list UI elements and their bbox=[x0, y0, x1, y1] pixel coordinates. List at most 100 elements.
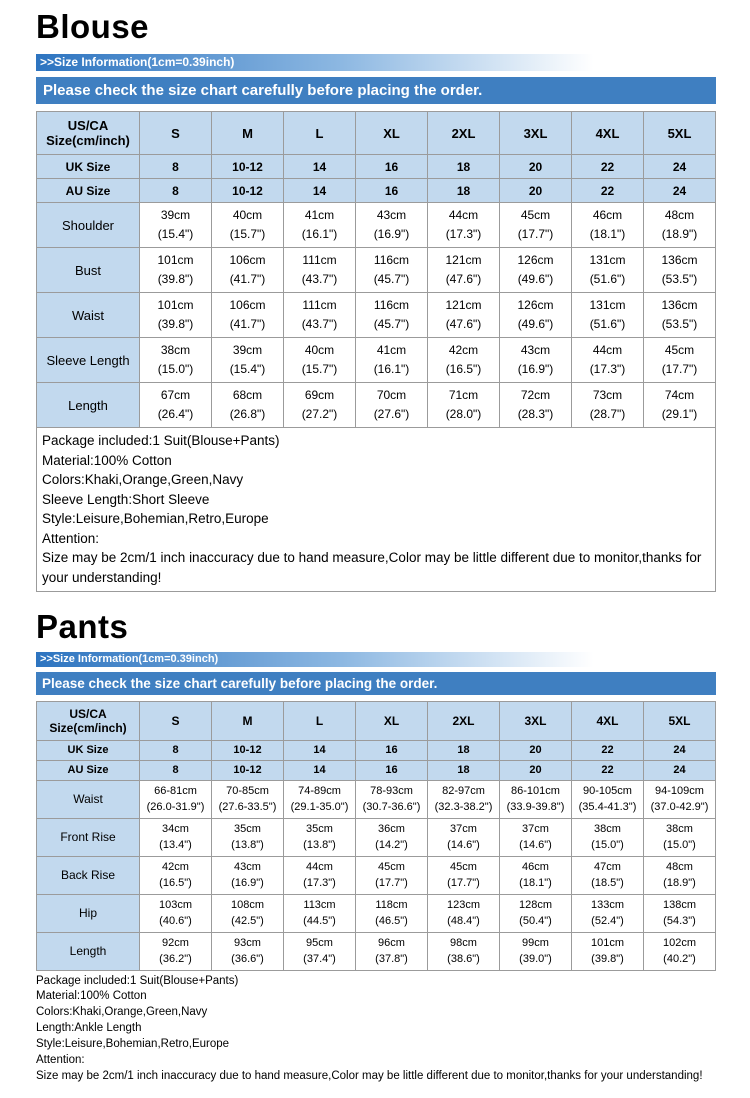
measurement-cell: 74cm (29.1") bbox=[643, 382, 716, 428]
measurement-cell: 96cm (37.8") bbox=[355, 931, 428, 971]
measurement-cell: 98cm (38.6") bbox=[427, 931, 500, 971]
size-column-header: L bbox=[283, 700, 356, 741]
row-label: Hip bbox=[36, 893, 140, 933]
measurement-cell: 106cm (41.7") bbox=[211, 292, 284, 338]
measurement-cell: 48cm (18.9") bbox=[643, 855, 716, 895]
row-label: Length bbox=[36, 382, 140, 428]
measurement-cell: 82-97cm (32.3-38.2") bbox=[427, 779, 500, 819]
measurement-cell: 126cm (49.6") bbox=[499, 247, 572, 293]
detail-line: Attention: bbox=[36, 1053, 85, 1066]
row-label: Length bbox=[36, 931, 140, 971]
detail-line: Material:100% Cotton bbox=[36, 990, 147, 1003]
row-label: Sleeve Length bbox=[36, 337, 140, 383]
measurement-row: Hip 103cm (40.6") 108cm (42.5") 113cm (44.5") 1… bbox=[36, 893, 716, 933]
measurement-cell: 46cm (18.1") bbox=[571, 202, 644, 248]
section-title-blouse: Blouse bbox=[36, 8, 150, 45]
size-column-header: 5XL bbox=[643, 700, 716, 741]
size-conversion-row: UK Size 8 10-12 14 16 18 20 22 24 bbox=[36, 154, 716, 179]
size-value-cell: 10-12 bbox=[211, 178, 284, 203]
size-value-cell: 16 bbox=[355, 178, 428, 203]
measurement-cell: 101cm (39.8") bbox=[139, 247, 212, 293]
measurement-cell: 70-85cm (27.6-33.5") bbox=[211, 779, 284, 819]
measurement-cell: 86-101cm (33.9-39.8") bbox=[499, 779, 572, 819]
size-value-cell: 18 bbox=[427, 178, 500, 203]
measurement-cell: 106cm (41.7") bbox=[211, 247, 284, 293]
measurement-cell: 43cm (16.9") bbox=[211, 855, 284, 895]
measurement-cell: 43cm (16.9") bbox=[355, 202, 428, 248]
measurement-cell: 102cm (40.2") bbox=[643, 931, 716, 971]
size-value-cell: 22 bbox=[571, 759, 644, 781]
detail-line: Sleeve Length:Short Sleeve bbox=[42, 491, 210, 507]
size-value-cell: 24 bbox=[643, 154, 716, 179]
measurement-cell: 74-89cm (29.1-35.0") bbox=[283, 779, 356, 819]
measurement-cell: 111cm (43.7") bbox=[283, 247, 356, 293]
size-column-header: XL bbox=[355, 700, 428, 741]
measurement-cell: 131cm (51.6") bbox=[571, 292, 644, 338]
measurement-cell: 136cm (53.5") bbox=[643, 247, 716, 293]
measurement-cell: 36cm (14.2") bbox=[355, 817, 428, 857]
size-value-cell: 14 bbox=[283, 154, 356, 179]
measurement-row: Front Rise 34cm (13.4") 35cm (13.8") 35cm (13.… bbox=[36, 817, 716, 857]
size-value-cell: 16 bbox=[355, 739, 428, 761]
size-column-header: S bbox=[139, 111, 212, 155]
size-conversion-row: UK Size 8 10-12 14 16 18 20 22 24 bbox=[36, 739, 716, 761]
size-value-cell: 14 bbox=[283, 759, 356, 781]
measurement-cell: 42cm (16.5") bbox=[139, 855, 212, 895]
detail-line: Size may be 2cm/1 inch inaccuracy due to… bbox=[42, 550, 702, 585]
measurement-cell: 46cm (18.1") bbox=[499, 855, 572, 895]
measurement-row: Sleeve Length 38cm (15.0") 39cm (15.4") 40cm(… bbox=[36, 337, 716, 383]
measurement-cell: 67cm (26.4") bbox=[139, 382, 212, 428]
measurement-cell: 93cm (36.6") bbox=[211, 931, 284, 971]
section-title-pants: Pants bbox=[36, 607, 129, 645]
measurement-cell: 133cm (52.4") bbox=[571, 893, 644, 933]
measurement-cell: 92cm (36.2") bbox=[139, 931, 212, 971]
measurement-cell: 138cm (54.3") bbox=[643, 893, 716, 933]
measurement-cell: 73cm (28.7") bbox=[571, 382, 644, 428]
measurement-cell: 35cm (13.8") bbox=[211, 817, 284, 857]
size-conversion-row: AU Size 8 10-12 14 16 18 20 22 24 bbox=[36, 759, 716, 781]
size-value-cell: 22 bbox=[571, 739, 644, 761]
size-value-cell: 8 bbox=[139, 154, 212, 179]
size-column-header: M bbox=[211, 111, 284, 155]
size-value-cell: 16 bbox=[355, 154, 428, 179]
measurement-cell: 99cm (39.0") bbox=[499, 931, 572, 971]
size-value-cell: 10-12 bbox=[211, 739, 284, 761]
measurement-cell: 45cm (17.7") bbox=[643, 337, 716, 383]
size-value-cell: 20 bbox=[499, 759, 572, 781]
measurement-cell: 121cm (47.6") bbox=[427, 247, 500, 293]
size-table-header-row: US/CA Size(cm/inch) S M L XL 2XL 3XL 4XL 5XL bbox=[36, 111, 716, 155]
measurement-cell: 45cm (17.7") bbox=[355, 855, 428, 895]
measurement-cell: 44cm (17.3") bbox=[571, 337, 644, 383]
measurement-cell: 40cm (15.7") bbox=[283, 337, 356, 383]
measurement-cell: 116cm (45.7") bbox=[355, 247, 428, 293]
size-column-header: M bbox=[211, 700, 284, 741]
measurement-cell: 101cm (39.8") bbox=[139, 292, 212, 338]
size-chart-notice-banner: Please check the size chart carefully be… bbox=[36, 671, 716, 695]
measurement-cell: 48cm (18.9") bbox=[643, 202, 716, 248]
measurement-cell: 108cm (42.5") bbox=[211, 893, 284, 933]
size-value-cell: 18 bbox=[427, 154, 500, 179]
row-label: Front Rise bbox=[36, 817, 140, 857]
detail-line: Material:100% Cotton bbox=[42, 452, 172, 468]
size-value-cell: 14 bbox=[283, 178, 356, 203]
measurement-row: Waist 66-81cm (26.0-31.9") 70-85cm (27.6-33.… bbox=[36, 779, 716, 819]
measurement-cell: 72cm (28.3") bbox=[499, 382, 572, 428]
size-value-cell: 20 bbox=[499, 154, 572, 179]
measurement-cell: 128cm (50.4") bbox=[499, 893, 572, 933]
measurement-cell: 38cm (15.0") bbox=[139, 337, 212, 383]
detail-line: Package included:1 Suit(Blouse+Pants) bbox=[42, 433, 280, 448]
size-info-bar: >>Size Information(1cm=0.39inch) bbox=[36, 651, 716, 667]
measurement-cell: 39cm (15.4") bbox=[211, 337, 284, 383]
measurement-cell: 94-109cm (37.0-42.9") bbox=[643, 779, 716, 819]
blouse-product-details: Package included:1 Suit(Blouse+Pants) Mat… bbox=[36, 428, 716, 592]
size-column-header: 2XL bbox=[427, 700, 500, 741]
size-value-cell: 18 bbox=[427, 739, 500, 761]
size-column-header: S bbox=[139, 700, 212, 741]
size-value-cell: 24 bbox=[643, 759, 716, 781]
measurement-cell: 116cm (45.7") bbox=[355, 292, 428, 338]
measurement-cell: 131cm (51.6") bbox=[571, 247, 644, 293]
size-info-text: >>Size Information(1cm=0.39inch) bbox=[40, 55, 235, 69]
detail-line: Length:Ankle Length bbox=[36, 1022, 142, 1035]
measurement-cell: 40cm (15.7") bbox=[211, 202, 284, 248]
row-label: AU Size bbox=[36, 178, 140, 203]
